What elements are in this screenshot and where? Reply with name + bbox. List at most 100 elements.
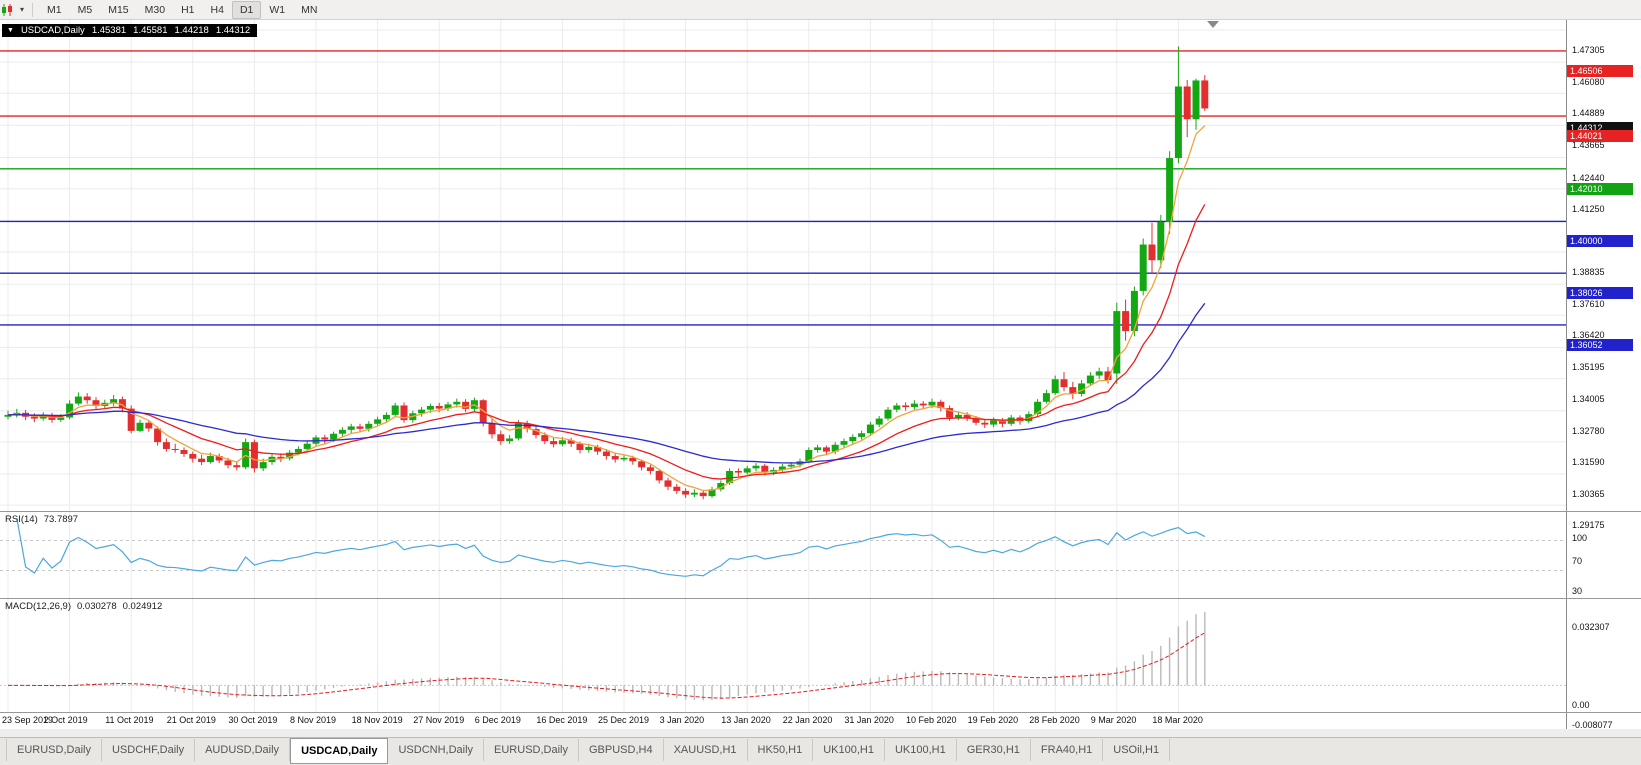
- candle-body: [594, 446, 602, 452]
- candle-body: [1192, 80, 1200, 120]
- close-value: 1.44312: [215, 25, 251, 36]
- timeframe-button-MN[interactable]: MN: [301, 3, 318, 16]
- time-axis-label: 8 Nov 2019: [290, 715, 337, 725]
- candle-body: [1069, 387, 1077, 394]
- price-tick-label: 1.36420: [1572, 330, 1605, 341]
- candle-body: [347, 426, 355, 430]
- candle-body: [787, 464, 795, 467]
- timeframe-button-M1[interactable]: M1: [47, 3, 62, 16]
- candle-body: [1113, 311, 1121, 374]
- chart-tab-USDCHFDaily[interactable]: USDCHF,Daily: [102, 739, 196, 761]
- ma-fast-line: [7, 125, 1206, 492]
- chart-area: ▼ USDCAD,Daily 1.45381 1.45581 1.44218 1…: [0, 20, 1641, 730]
- candle-body: [629, 457, 637, 462]
- ohlc-dropdown-icon[interactable]: ▼: [7, 27, 14, 34]
- candle-body: [981, 422, 989, 425]
- candle-body: [1060, 379, 1068, 388]
- time-axis-label: 18 Nov 2019: [351, 715, 403, 725]
- candle-body: [611, 456, 619, 460]
- macd-indicator-canvas[interactable]: [0, 599, 1566, 713]
- candle-body: [127, 408, 135, 431]
- open-value: 1.45381: [91, 25, 127, 36]
- chart-tab-USDCNHDaily[interactable]: USDCNH,Daily: [388, 739, 485, 761]
- timeframe-button-M30[interactable]: M30: [144, 3, 166, 16]
- candle-body: [717, 483, 725, 490]
- timeframe-buttons: M1 M5 M15 M30 H1 H4 D1 W1 MN: [39, 0, 325, 20]
- macd-header: MACD(12,26,9) 0.030278 0.024912: [5, 601, 162, 612]
- candle-body: [1130, 290, 1138, 332]
- price-line-tag: 1.42010: [1567, 182, 1633, 195]
- candle-body: [1086, 375, 1094, 384]
- chart-tab-AUDUSDDaily[interactable]: AUDUSD,Daily: [195, 739, 291, 761]
- candle-body: [1201, 80, 1209, 109]
- candle-body: [1007, 417, 1015, 424]
- candle-body: [365, 423, 373, 429]
- candle-body: [875, 418, 883, 425]
- candle-body: [57, 417, 65, 420]
- panel-separator-main-rsi[interactable]: [0, 511, 1641, 512]
- chart-type-dropdown-icon[interactable]: ▾: [20, 5, 25, 14]
- candle-body: [937, 401, 945, 409]
- candle-body: [154, 428, 162, 443]
- candle-body: [215, 456, 223, 461]
- ohlc-bar: ▼ USDCAD,Daily 1.45381 1.45581 1.44218 1…: [2, 24, 258, 37]
- macd-signal-value: 0.024912: [122, 601, 163, 612]
- candle-body: [1034, 401, 1042, 415]
- macd-axis-label: 0.032307: [1572, 622, 1610, 632]
- panel-separator-rsi-macd[interactable]: [0, 598, 1641, 599]
- price-tick-label: 1.30365: [1572, 488, 1605, 499]
- candle-body: [893, 405, 901, 410]
- timeframe-button-D1[interactable]: D1: [231, 0, 262, 19]
- candle-body: [400, 405, 408, 421]
- candle-body: [145, 422, 153, 429]
- candlestick-chart-icon[interactable]: [2, 3, 20, 17]
- chart-tab-FRA40H1[interactable]: FRA40,H1: [1031, 739, 1104, 761]
- candle-body: [761, 465, 769, 473]
- timeframe-button-M5[interactable]: M5: [77, 3, 93, 16]
- macd-axis-label: 0.00: [1572, 700, 1590, 711]
- candle-body: [910, 403, 918, 408]
- price-axis[interactable]: 1.47305 1.46080 1.44889 1.43665 1.42440 1.412…: [1566, 20, 1641, 730]
- candle-body: [453, 401, 461, 405]
- price-tick-label: 1.46080: [1572, 77, 1605, 88]
- candle-body: [30, 416, 38, 419]
- timeframe-button-W1[interactable]: W1: [269, 3, 286, 16]
- rsi-axis-label: 70: [1572, 555, 1583, 566]
- candle-body: [532, 429, 540, 436]
- chart-tab-GBPUSDH4[interactable]: GBPUSD,H4: [579, 739, 664, 761]
- time-axis[interactable]: 23 Sep 2019 2 Oct 2019 11 Oct 2019 21 Oct 2…: [0, 713, 1566, 729]
- price-tick-label: 1.37610: [1572, 299, 1605, 310]
- chart-tab-USOilH1[interactable]: USOil,H1: [1103, 739, 1171, 761]
- candle-body: [1139, 244, 1147, 291]
- chart-tab-XAUUSDH1[interactable]: XAUUSD,H1: [664, 739, 748, 761]
- time-axis-label: 3 Jan 2020: [659, 715, 705, 725]
- candle-body: [673, 486, 681, 491]
- rsi-indicator-canvas[interactable]: [0, 512, 1566, 599]
- chart-tab-EURUSDDaily[interactable]: EURUSD,Daily: [484, 739, 579, 761]
- timeframe-button-H1[interactable]: H1: [181, 3, 195, 16]
- macd-axis-label: -0.008077: [1572, 720, 1613, 730]
- candlestick-chart-glyph: [2, 3, 12, 16]
- candle-body: [356, 426, 364, 429]
- candle-body: [330, 433, 338, 440]
- candle-body: [171, 448, 179, 451]
- price-line-tag: 1.40000: [1567, 235, 1633, 248]
- chart-tab-EURUSDDaily[interactable]: EURUSD,Daily: [6, 739, 102, 761]
- main-chart-canvas[interactable]: [0, 20, 1566, 512]
- chart-tab-UK100H1[interactable]: UK100,H1: [885, 739, 957, 761]
- macd-signal-line: [7, 632, 1206, 699]
- candle-body: [972, 418, 980, 423]
- timeframe-button-M15[interactable]: M15: [108, 3, 129, 16]
- chart-tab-HK50H1[interactable]: HK50,H1: [748, 739, 814, 761]
- candle-body: [374, 419, 382, 424]
- chart-shift-marker-icon[interactable]: [1207, 21, 1219, 28]
- price-tick-label: 1.38835: [1572, 266, 1605, 277]
- chart-tab-UK100H1[interactable]: UK100,H1: [813, 739, 885, 761]
- chart-tab-GER30H1[interactable]: GER30,H1: [957, 739, 1031, 761]
- chart-tabs-bar: EURUSD,Daily USDCHF,Daily AUDUSD,Daily USDC…: [0, 737, 1641, 765]
- candle-body: [418, 409, 426, 414]
- time-axis-label: 30 Oct 2019: [228, 715, 278, 725]
- chart-tab-USDCADDaily[interactable]: USDCAD,Daily: [290, 738, 389, 764]
- price-line-tag: 1.38026: [1567, 287, 1633, 300]
- timeframe-button-H4[interactable]: H4: [210, 3, 224, 16]
